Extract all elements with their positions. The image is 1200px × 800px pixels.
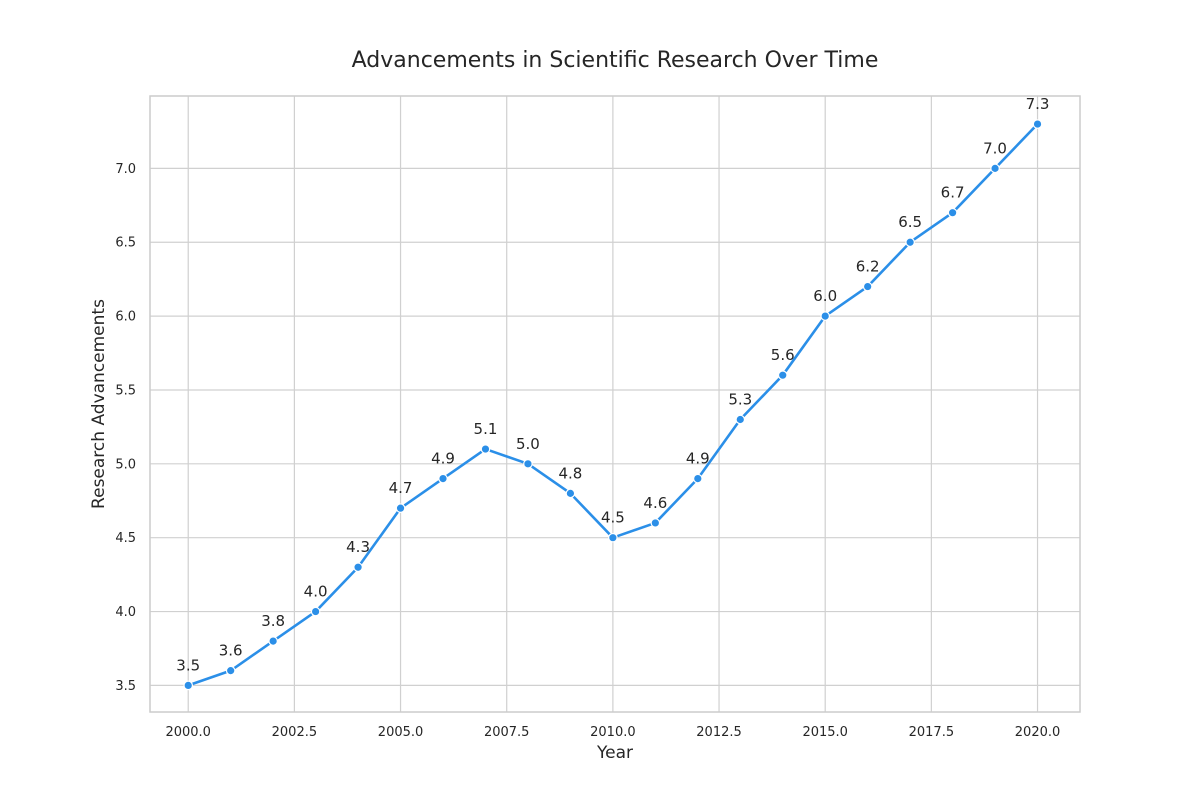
data-point	[608, 532, 618, 543]
data-label: 5.3	[728, 391, 752, 409]
data-label: 4.8	[558, 464, 582, 482]
x-tick-label: 2007.5	[484, 725, 530, 740]
data-label: 4.7	[389, 479, 413, 497]
data-labels: 3.5 3.6 3.8 4.0 4.3 4.7 4.9 5.1 5.0 4.8 4.5 4.6 4.9 5…	[176, 95, 1049, 674]
data-point	[438, 473, 448, 484]
x-tick-label: 2002.5	[272, 725, 318, 740]
x-tick-label: 2005.0	[378, 725, 424, 740]
data-label: 4.9	[686, 450, 710, 468]
series-research-advancements	[183, 119, 1043, 691]
data-label: 6.0	[813, 287, 837, 305]
data-label: 4.6	[643, 494, 667, 512]
data-label: 3.6	[219, 642, 243, 660]
data-point	[1032, 119, 1043, 129]
data-point	[565, 488, 576, 499]
data-label: 5.1	[474, 420, 498, 438]
data-point	[268, 636, 278, 646]
x-axis-ticks: 2000.0 2002.5 2005.0 2007.5 2010.0 2012.5 2015…	[165, 725, 1060, 740]
data-label: 7.0	[983, 139, 1007, 157]
data-label: 4.9	[431, 450, 455, 468]
data-label: 4.5	[601, 509, 625, 527]
data-label: 7.3	[1026, 95, 1050, 113]
data-point	[905, 237, 915, 248]
y-tick-label: 6.5	[115, 236, 136, 251]
y-axis-ticks: 3.5 4.0 4.5 5.0 5.5 6.0 6.5 7.0	[115, 162, 136, 694]
data-point	[395, 503, 406, 513]
y-tick-label: 7.0	[115, 162, 136, 177]
data-point	[480, 444, 491, 454]
data-point	[735, 414, 746, 425]
x-tick-label: 2012.5	[696, 725, 742, 740]
y-axis-label: Research Advancements	[89, 299, 109, 509]
y-tick-label: 5.0	[115, 457, 136, 472]
data-point	[183, 680, 194, 691]
y-tick-label: 4.5	[115, 531, 136, 546]
data-label: 5.6	[771, 346, 795, 364]
y-tick-label: 6.0	[115, 310, 136, 325]
data-point	[777, 370, 788, 380]
data-label: 3.5	[176, 656, 200, 674]
data-label: 6.7	[941, 184, 965, 202]
y-tick-label: 4.0	[115, 605, 136, 620]
data-label: 3.8	[261, 612, 285, 630]
data-point	[693, 473, 703, 484]
data-point	[990, 163, 1000, 174]
chart-title: Advancements in Scientific Research Over…	[352, 48, 879, 73]
data-label: 4.3	[346, 538, 370, 556]
data-label: 6.5	[898, 213, 922, 231]
data-point	[310, 606, 321, 617]
x-tick-label: 2020.0	[1015, 725, 1061, 740]
data-point	[225, 665, 236, 676]
data-label: 6.2	[856, 258, 880, 276]
x-tick-label: 2010.0	[590, 725, 636, 740]
plot-area-frame	[149, 95, 1081, 713]
x-tick-label: 2017.5	[909, 725, 955, 740]
y-tick-label: 3.5	[115, 679, 136, 694]
x-tick-label: 2000.0	[165, 725, 211, 740]
data-point	[862, 281, 873, 292]
data-point	[523, 459, 533, 469]
data-point	[820, 311, 831, 321]
x-axis-label: Year	[596, 743, 633, 763]
y-tick-label: 5.5	[115, 383, 136, 398]
grid	[150, 96, 1080, 712]
data-point	[353, 562, 363, 573]
data-label: 5.0	[516, 435, 540, 453]
x-tick-label: 2015.0	[802, 725, 848, 740]
data-point	[947, 207, 958, 218]
data-label: 4.0	[304, 583, 328, 601]
data-point	[650, 518, 661, 528]
